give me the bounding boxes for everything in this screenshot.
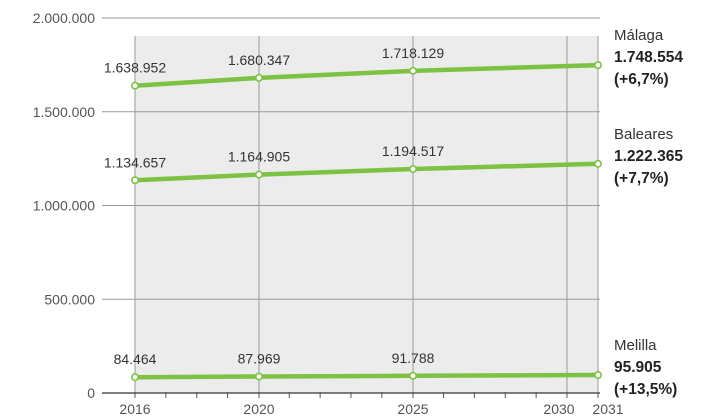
- data-point: [408, 165, 417, 174]
- data-point: [593, 371, 602, 380]
- data-labels: 1.638.952 1.680.347 1.718.129 1.134.657 1.16…: [104, 45, 444, 367]
- series-line-1: [132, 161, 601, 183]
- data-point: [408, 66, 417, 75]
- y-tick-label: 0: [87, 385, 95, 401]
- x-tick-label: 2031: [592, 401, 623, 417]
- data-label: 1.718.129: [382, 45, 444, 61]
- data-label: 1.680.347: [228, 52, 290, 68]
- series-name-label: Baleares: [614, 126, 673, 143]
- data-point: [255, 372, 264, 381]
- data-point: [255, 73, 264, 82]
- data-label: 1.164.905: [228, 149, 290, 165]
- data-label: 91.788: [392, 350, 435, 366]
- x-tick-label: 2016: [119, 401, 150, 417]
- data-label: 87.969: [238, 351, 281, 367]
- data-point: [131, 373, 140, 382]
- x-tick-label: 2030: [543, 401, 574, 417]
- series-line-2: [132, 372, 601, 380]
- data-label: 1.638.952: [104, 60, 166, 76]
- data-label: 84.464: [114, 351, 157, 367]
- data-point: [593, 61, 602, 70]
- series-end-change: (+13,5%): [614, 381, 677, 398]
- data-label: 1.134.657: [104, 154, 166, 170]
- x-tick-label: 2025: [397, 401, 428, 417]
- tick-labels: 0 500.000 1.000.000 1.500.000 2.000.000 2016 2…: [33, 10, 624, 417]
- series-line-0: [132, 62, 601, 88]
- series-end-value: 95.905: [614, 359, 662, 376]
- data-point: [593, 159, 602, 168]
- series-name-label: Málaga: [614, 27, 664, 44]
- series-name-label: Melilla: [614, 337, 657, 354]
- data-point: [255, 170, 264, 179]
- shaded-projection-band: [135, 36, 598, 393]
- y-tick-label: 500.000: [44, 291, 95, 307]
- series-lines: [131, 61, 602, 382]
- series-end-change: (+6,7%): [614, 71, 669, 88]
- projection-band: [135, 36, 598, 393]
- data-point: [408, 371, 417, 380]
- y-tick-label: 1.500.000: [33, 104, 95, 120]
- series-end-change: (+7,7%): [614, 170, 669, 187]
- y-tick-label: 1.000.000: [33, 198, 95, 214]
- data-point: [131, 176, 140, 185]
- series-end-labels: Málaga 1.748.554 (+6,7%) Baleares 1.222.365 (…: [614, 27, 683, 398]
- x-axis: [102, 392, 600, 398]
- data-label: 1.194.517: [382, 143, 444, 159]
- y-tick-label: 2.000.000: [33, 10, 95, 26]
- series-end-value: 1.222.365: [614, 148, 683, 165]
- gridlines: [102, 17, 600, 393]
- data-point: [131, 81, 140, 90]
- series-end-value: 1.748.554: [614, 49, 683, 66]
- x-tick-label: 2020: [243, 401, 274, 417]
